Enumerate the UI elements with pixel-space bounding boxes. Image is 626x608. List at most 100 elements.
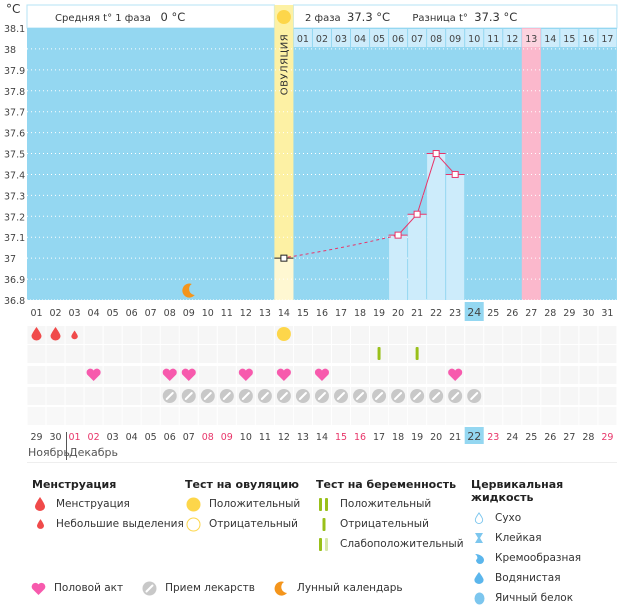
calendar-date: 06 xyxy=(164,432,176,443)
marker-cell xyxy=(236,326,255,344)
legend-label: Слабоположительный xyxy=(340,538,464,550)
diff-value: 37.3 °C xyxy=(474,10,518,24)
x-day-label: 28 xyxy=(544,308,556,319)
y-tick-label: 37.4 xyxy=(4,170,25,181)
ovulation-label: ОВУЛЯЦИЯ xyxy=(279,33,290,95)
legend-label: Яичный белок xyxy=(495,592,574,604)
legend-label: Водянистая xyxy=(495,572,561,584)
test-negative-icon xyxy=(316,517,332,531)
pregnancy-test-negative-icon xyxy=(415,347,419,360)
temperature-dashed-line xyxy=(287,234,399,258)
marker-cell xyxy=(541,366,560,384)
pill-icon-stripe xyxy=(260,392,269,400)
pill-icon-stripe xyxy=(336,392,345,400)
marker-cell xyxy=(65,407,84,425)
phase1-value: 0 °C xyxy=(160,10,186,24)
legend-label: Отрицательный xyxy=(209,518,298,530)
x-day-label: 04 xyxy=(88,308,100,319)
marker-cell xyxy=(331,326,351,344)
y-tick-label: 37 xyxy=(4,254,16,265)
marker-cell xyxy=(160,326,179,344)
legend-label: Лунный календарь xyxy=(296,582,403,594)
calendar-date: 24 xyxy=(506,432,518,443)
phase2-summary: 2 фаза 37.3 °C Разница t° 37.3 °C xyxy=(305,10,517,24)
marker-cell xyxy=(179,407,198,425)
x-day-label: 14 xyxy=(278,308,290,319)
calendar-date: 29 xyxy=(30,432,42,443)
cycle-day-cell xyxy=(408,29,427,47)
plot-background xyxy=(27,28,617,300)
marker-cell xyxy=(522,366,541,384)
legend-label: Сухо xyxy=(495,512,522,524)
marker-cell xyxy=(27,387,46,405)
x-day-label: 08 xyxy=(164,308,176,319)
x-day-label: 07 xyxy=(145,308,157,319)
marker-cell xyxy=(103,366,122,384)
marker-cell xyxy=(503,366,522,384)
marker-cell xyxy=(484,366,503,384)
calendar-date: 28 xyxy=(582,432,594,443)
calendar-date: 21 xyxy=(449,432,461,443)
calendar-today-highlight xyxy=(464,427,484,444)
ovulation-label-wrap: ОВУЛЯЦИЯ xyxy=(275,33,294,95)
marker-cell xyxy=(541,345,560,363)
marker-cell xyxy=(312,407,331,425)
x-day-label: 19 xyxy=(373,308,385,319)
cycle-day-label: 10 xyxy=(468,34,480,45)
temperature-point xyxy=(432,150,440,158)
temperature-bar xyxy=(427,153,446,300)
marker-cell xyxy=(198,345,217,363)
marker-cell xyxy=(351,345,370,363)
x-day-label: 30 xyxy=(582,308,594,319)
ovulation-column xyxy=(274,5,294,300)
marker-cell xyxy=(560,326,579,344)
marker-cell xyxy=(560,345,579,363)
x-day-label: 22 xyxy=(430,308,442,319)
legend-item: Водянистая xyxy=(471,568,626,588)
moon-icon xyxy=(273,581,289,596)
ovulation-sun-icon xyxy=(276,10,291,24)
cycle-day-cell xyxy=(465,29,484,47)
pill-icon-stripe xyxy=(279,392,288,400)
marker-cell xyxy=(370,326,389,344)
marker-cell xyxy=(351,407,370,425)
pill-icon-stripe xyxy=(317,392,326,400)
calendar-date: 10 xyxy=(240,432,252,443)
legend-menstruation: Менструация Менструация Небольшие выделе… xyxy=(32,478,184,534)
cycle-day-cell xyxy=(331,29,351,47)
marker-cell xyxy=(598,387,617,405)
marker-cell xyxy=(46,366,65,384)
x-day-label: 15 xyxy=(297,308,309,319)
cycle-day-label: 11 xyxy=(487,34,499,45)
heart-icon xyxy=(238,368,253,381)
sun-negative-icon xyxy=(185,517,201,532)
marker-cell xyxy=(255,366,274,384)
calendar-date: 25 xyxy=(525,432,537,443)
pill-icon-stripe xyxy=(298,392,307,400)
x-day-label: 24 xyxy=(467,306,481,319)
calendar-date: 30 xyxy=(49,432,61,443)
heart-icon xyxy=(314,368,330,381)
x-day-label: 18 xyxy=(354,308,366,319)
diff-label: Разница t° xyxy=(412,13,468,24)
legend-item: Лунный календарь xyxy=(273,578,403,598)
test-positive-icon xyxy=(316,497,332,511)
marker-cell xyxy=(217,345,236,363)
legend-item: Положительный xyxy=(185,494,300,514)
temperature-point xyxy=(280,254,288,262)
marker-cell xyxy=(598,345,617,363)
marker-cell xyxy=(141,407,160,425)
calendar-date: 08 xyxy=(202,432,214,443)
marker-cell xyxy=(579,366,598,384)
marker-cell xyxy=(541,326,560,344)
marker-cell xyxy=(465,345,484,363)
pill-icon-stripe xyxy=(432,392,441,400)
calendar-date: 17 xyxy=(373,432,385,443)
marker-cell xyxy=(522,326,541,344)
marker-cell xyxy=(236,345,255,363)
cycle-day-label: 03 xyxy=(335,34,347,45)
x-day-label: 29 xyxy=(563,308,575,319)
calendar-date: 16 xyxy=(354,432,366,443)
calendar-date: 02 xyxy=(88,432,100,443)
marker-cell xyxy=(579,387,598,405)
